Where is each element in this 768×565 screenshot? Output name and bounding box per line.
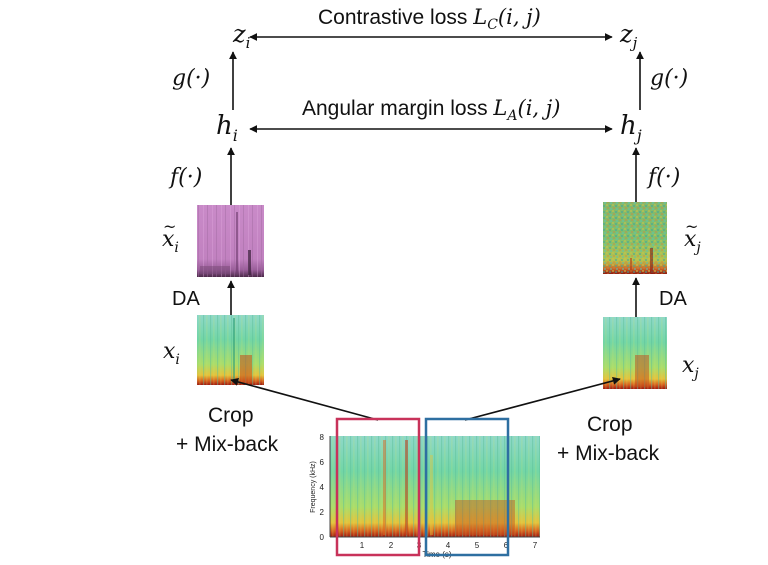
z-j-label: zj: [619, 20, 638, 52]
angular-loss-row: hi Angular margin loss LA(i, j) hj: [216, 96, 642, 145]
full-spectrogram-plot: 0 2 4 6 8 Frequency (kHz) 1 2 3 4 5 6 7 …: [310, 433, 540, 559]
x-tick-4: 4: [446, 541, 451, 550]
y-tick-0: 0: [320, 533, 325, 542]
x-tick-5: 5: [475, 541, 480, 550]
right-crop-label-line1: Crop: [587, 413, 633, 436]
right-augmented-spectrogram: [603, 202, 667, 274]
right-da-label: DA: [659, 288, 687, 310]
h-j-label: hj: [620, 111, 642, 145]
left-x-tilde-label: xi: [162, 227, 179, 256]
right-tilde-mark: ~: [685, 217, 698, 236]
angular-loss-label: Angular margin loss LA(i, j): [302, 96, 560, 124]
y-tick-2: 2: [320, 508, 325, 517]
y-tick-6: 6: [320, 458, 325, 467]
y-tick-4: 4: [320, 483, 325, 492]
right-g-label: g(·): [650, 66, 688, 91]
right-x-tilde-label: xj: [684, 227, 701, 256]
right-crop-arrow: [464, 376, 621, 421]
contrastive-loss-label: Contrastive loss LC(i, j): [318, 5, 541, 33]
left-tilde-mark: ~: [163, 217, 176, 236]
y-axis-label: Frequency (kHz): [310, 461, 317, 513]
right-f-label: f(·): [646, 165, 680, 190]
h-i-label: hi: [216, 111, 238, 145]
left-x-label: xi: [163, 339, 180, 368]
left-crop-label-line2: + Mix-back: [176, 433, 279, 456]
x-tick-1: 1: [360, 541, 365, 550]
right-cropped-spectrogram: [603, 317, 667, 389]
z-i-label: zi: [232, 20, 251, 52]
right-crop-box: [424, 417, 510, 557]
left-cropped-spectrogram: [197, 315, 264, 385]
x-tick-2: 2: [389, 541, 394, 550]
left-crop-box: [335, 417, 421, 557]
contrastive-loss-row: zi Contrastive loss LC(i, j) zj: [232, 5, 638, 52]
x-tick-6: 6: [504, 541, 509, 550]
left-da-label: DA: [172, 288, 200, 310]
left-augmented-spectrogram: [197, 205, 264, 277]
y-tick-8: 8: [320, 433, 325, 442]
x-tick-7: 7: [533, 541, 538, 550]
left-g-label: g(·): [172, 66, 210, 91]
left-crop-label-line1: Crop: [208, 404, 254, 427]
right-crop-label-line2: + Mix-back: [557, 442, 660, 465]
right-x-label: xj: [682, 353, 699, 382]
left-f-label: f(·): [168, 165, 202, 190]
left-crop-arrow: [230, 378, 379, 421]
